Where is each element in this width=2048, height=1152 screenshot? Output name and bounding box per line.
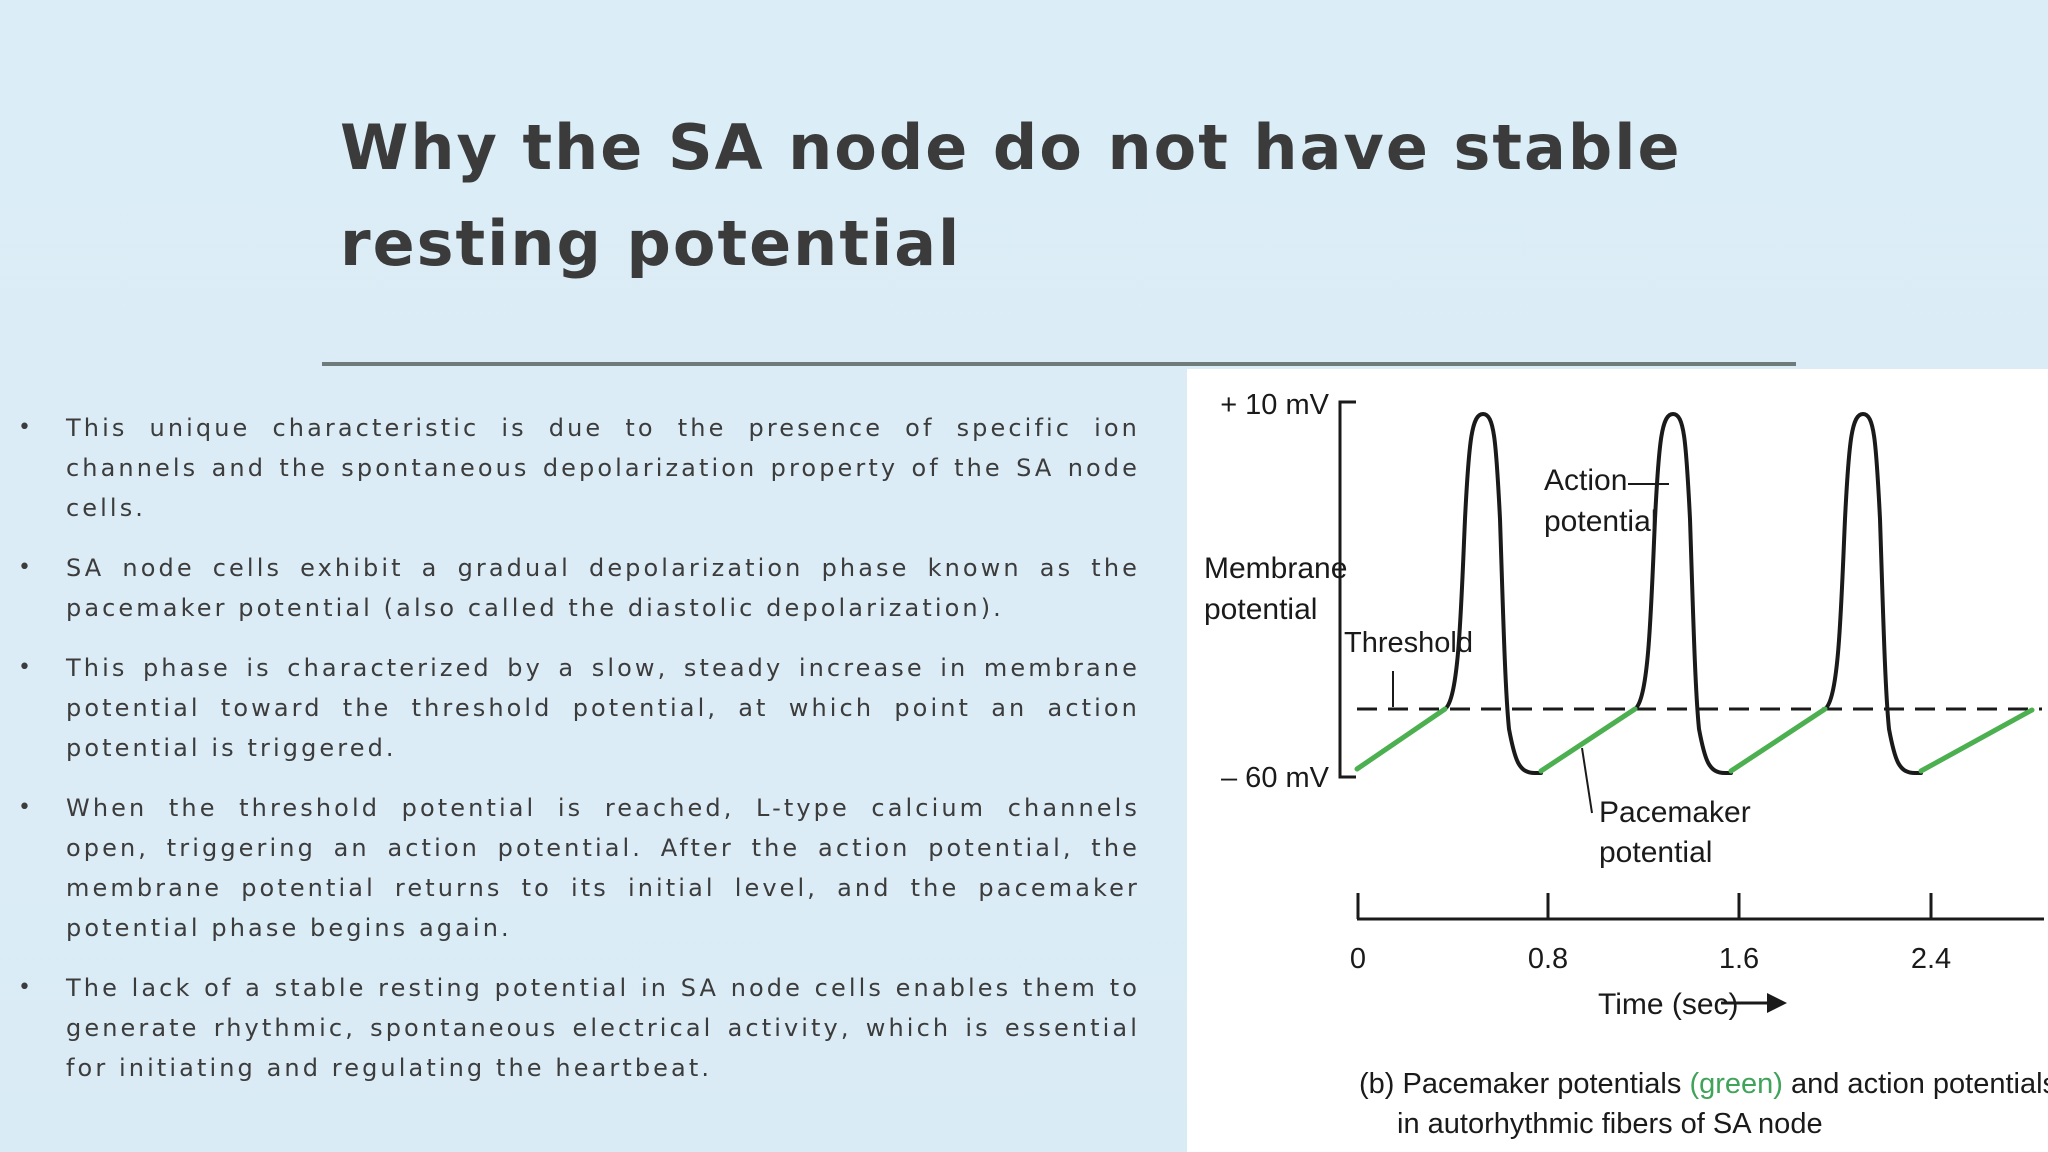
y-axis-label-line1: Membrane bbox=[1204, 552, 1347, 585]
bullet-item: • The lack of a stable resting potential … bbox=[0, 968, 1140, 1088]
pacemaker-diagram: + 10 mV – 60 mV Membrane potential Thres… bbox=[1204, 389, 2048, 1140]
caption-prefix: (b) Pacemaker potentials bbox=[1359, 1068, 1689, 1100]
slide-title: Why the SA node do not have stable resti… bbox=[340, 111, 1682, 280]
x-tick-label: 0 bbox=[1350, 943, 1366, 975]
bullet-dot: • bbox=[18, 655, 35, 680]
caption-suffix: and action potentials (black) bbox=[1783, 1068, 2048, 1100]
threshold-label: Threshold bbox=[1344, 627, 1473, 659]
bullet-text: This unique characteristic is due to the… bbox=[66, 414, 1140, 522]
bullet-item: • This phase is characterized by a slow, … bbox=[0, 648, 1140, 768]
caption-green-word: (green) bbox=[1689, 1068, 1783, 1100]
x-axis-label: Time (sec) bbox=[1598, 988, 1739, 1021]
pacemaker-label-pointer bbox=[1581, 747, 1593, 814]
figure-caption-line1: (b) Pacemaker potentials (green) and act… bbox=[1359, 1068, 2048, 1100]
bullet-dot: • bbox=[18, 555, 35, 580]
bullet-dot: • bbox=[18, 415, 35, 440]
x-tick-label: 0.8 bbox=[1528, 943, 1568, 975]
y-axis-bracket bbox=[1338, 400, 1356, 779]
y-top-label: + 10 mV bbox=[1220, 389, 1329, 421]
x-tick-label: 2.4 bbox=[1911, 943, 1951, 975]
pacemaker-label-line2: potential bbox=[1599, 836, 1712, 869]
bullet-item: • When the threshold potential is reached… bbox=[0, 788, 1140, 948]
bullet-dot: • bbox=[18, 975, 35, 1000]
title-divider bbox=[322, 362, 1796, 366]
bullet-list: • This unique characteristic is due to th… bbox=[0, 408, 1140, 1108]
bullet-item: • SA node cells exhibit a gradual depolar… bbox=[0, 548, 1140, 628]
y-axis-label-line2: potential bbox=[1204, 593, 1317, 626]
bullet-dot: • bbox=[18, 795, 35, 820]
action-label-line1: Action bbox=[1544, 464, 1627, 497]
bullet-text: This phase is characterized by a slow, s… bbox=[66, 654, 1140, 762]
x-axis-ticks bbox=[1356, 893, 1933, 919]
pacemaker-figure: + 10 mV – 60 mV Membrane potential Thres… bbox=[1187, 369, 2048, 1152]
time-arrow-icon bbox=[1721, 993, 1787, 1013]
bullet-text: When the threshold potential is reached,… bbox=[66, 794, 1140, 942]
y-bottom-label: – 60 mV bbox=[1221, 762, 1330, 794]
bullet-item: • This unique characteristic is due to th… bbox=[0, 408, 1140, 528]
bullet-text: SA node cells exhibit a gradual depolari… bbox=[66, 554, 1140, 622]
pacemaker-label-line1: Pacemaker bbox=[1599, 796, 1751, 829]
pacemaker-potential-segments bbox=[1354, 706, 2035, 774]
x-tick-label: 1.6 bbox=[1719, 943, 1759, 975]
bullet-text: The lack of a stable resting potential i… bbox=[66, 974, 1140, 1082]
action-potential-trace bbox=[1443, 411, 1923, 775]
action-label-line2: potential bbox=[1544, 505, 1657, 538]
figure-caption-line2: in autorhythmic fibers of SA node bbox=[1397, 1108, 1823, 1140]
